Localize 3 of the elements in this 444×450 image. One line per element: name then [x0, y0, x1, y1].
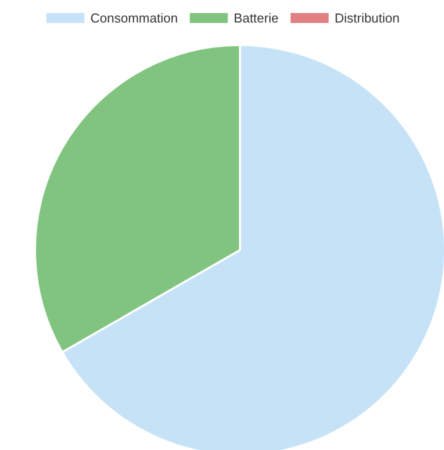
- legend-label: Consommation: [90, 10, 178, 26]
- legend-label: Distribution: [334, 10, 400, 26]
- legend-label: Batterie: [234, 10, 279, 26]
